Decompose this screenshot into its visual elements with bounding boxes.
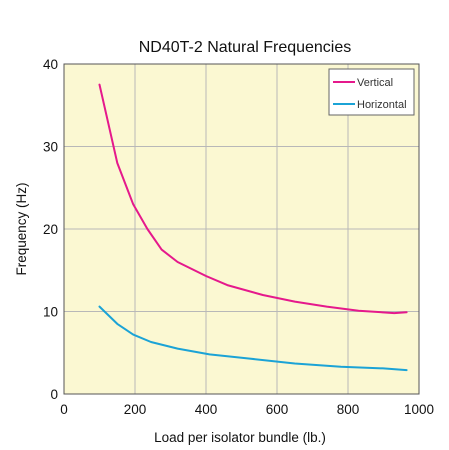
y-tick-label: 0	[50, 387, 58, 402]
x-tick-label: 0	[60, 402, 68, 417]
gridlines	[64, 64, 419, 394]
y-axis-label: Frequency (Hz)	[14, 182, 29, 275]
x-tick-label: 200	[124, 402, 147, 417]
tick-labels: 0 200 400 600 800 1000 0 10 20 30 40	[43, 57, 434, 417]
legend-label: Horizontal	[357, 99, 407, 111]
series-line-horizontal	[98, 305, 408, 372]
y-tick-label: 40	[43, 57, 58, 72]
y-tick-label: 30	[43, 140, 58, 155]
plot-frame	[63, 63, 420, 395]
x-tick-label: 400	[195, 402, 218, 417]
x-tick-label: 600	[266, 402, 289, 417]
x-axis-label: Load per isolator bundle (lb.)	[154, 430, 326, 445]
legend-label: Vertical	[357, 77, 393, 89]
x-tick-label: 1000	[404, 402, 434, 417]
legend-box	[328, 68, 415, 116]
y-tick-label: 10	[43, 305, 58, 320]
x-tick-label: 800	[337, 402, 360, 417]
legend: Vertical Horizontal	[328, 68, 415, 116]
series-line-vertical	[98, 83, 408, 315]
series-layer	[98, 83, 408, 372]
chart-title: ND40T-2 Natural Frequencies	[139, 39, 352, 56]
y-tick-label: 20	[43, 222, 58, 237]
